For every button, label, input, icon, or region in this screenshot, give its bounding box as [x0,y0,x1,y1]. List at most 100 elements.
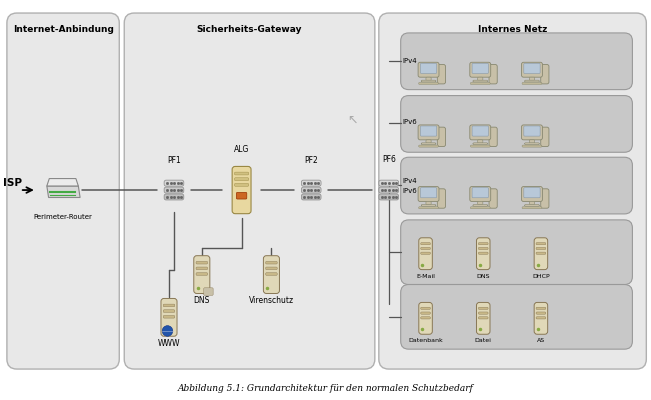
FancyBboxPatch shape [478,312,488,314]
FancyBboxPatch shape [421,143,436,145]
FancyBboxPatch shape [164,187,184,193]
FancyBboxPatch shape [470,186,491,202]
Text: IPv4: IPv4 [403,178,417,184]
FancyBboxPatch shape [473,143,488,145]
FancyBboxPatch shape [194,256,210,294]
FancyBboxPatch shape [473,80,488,82]
Text: PF2: PF2 [304,156,318,165]
Text: DHCP: DHCP [532,274,549,278]
Text: PF1: PF1 [167,156,181,165]
FancyBboxPatch shape [401,96,632,152]
FancyBboxPatch shape [301,194,321,200]
FancyBboxPatch shape [472,63,488,74]
FancyBboxPatch shape [419,207,439,209]
FancyBboxPatch shape [421,317,430,319]
Text: Datenbank: Datenbank [408,338,443,343]
Text: DNS: DNS [477,274,490,278]
FancyBboxPatch shape [164,194,184,200]
Text: Virenschutz: Virenschutz [249,296,294,306]
FancyBboxPatch shape [525,143,539,145]
FancyBboxPatch shape [421,63,437,74]
FancyBboxPatch shape [522,207,542,209]
FancyBboxPatch shape [124,13,375,369]
FancyBboxPatch shape [489,189,497,208]
FancyBboxPatch shape [541,127,549,146]
Text: DNS: DNS [193,296,210,306]
FancyBboxPatch shape [421,126,437,136]
FancyBboxPatch shape [478,252,488,254]
FancyBboxPatch shape [234,184,249,186]
FancyBboxPatch shape [470,207,490,209]
FancyBboxPatch shape [163,304,174,307]
Text: IPv4: IPv4 [403,58,417,64]
FancyBboxPatch shape [419,145,439,147]
FancyBboxPatch shape [421,204,436,206]
FancyBboxPatch shape [301,187,321,193]
FancyBboxPatch shape [524,63,540,74]
Text: Sicherheits-Gateway: Sicherheits-Gateway [197,25,302,34]
FancyBboxPatch shape [529,77,534,80]
FancyBboxPatch shape [522,82,542,84]
FancyBboxPatch shape [234,172,249,175]
FancyBboxPatch shape [525,80,539,82]
FancyBboxPatch shape [473,204,488,206]
FancyBboxPatch shape [478,247,488,250]
FancyBboxPatch shape [536,307,546,310]
Text: ALG: ALG [234,145,249,154]
Polygon shape [47,186,80,198]
FancyBboxPatch shape [196,273,208,275]
FancyBboxPatch shape [196,267,208,270]
FancyBboxPatch shape [421,242,430,245]
Text: IPv6: IPv6 [403,120,417,126]
FancyBboxPatch shape [437,64,445,84]
FancyBboxPatch shape [401,157,632,214]
FancyBboxPatch shape [264,256,279,294]
FancyBboxPatch shape [419,82,439,84]
FancyBboxPatch shape [478,140,483,143]
Text: ISP: ISP [3,178,22,188]
Text: Datei: Datei [475,338,492,343]
Text: Internes Netz: Internes Netz [478,25,547,34]
FancyBboxPatch shape [418,62,439,77]
FancyBboxPatch shape [161,298,177,336]
FancyBboxPatch shape [470,82,490,84]
FancyBboxPatch shape [419,238,432,270]
FancyBboxPatch shape [536,317,546,319]
FancyBboxPatch shape [536,247,546,250]
FancyBboxPatch shape [266,261,277,264]
FancyBboxPatch shape [163,310,174,312]
FancyBboxPatch shape [437,127,445,146]
FancyBboxPatch shape [525,204,539,206]
FancyBboxPatch shape [7,13,119,369]
FancyBboxPatch shape [470,62,491,77]
FancyBboxPatch shape [164,180,184,186]
Text: Internet-Anbindung: Internet-Anbindung [12,25,113,34]
FancyBboxPatch shape [421,252,430,254]
FancyBboxPatch shape [478,202,483,205]
FancyBboxPatch shape [541,189,549,208]
FancyBboxPatch shape [478,317,488,319]
FancyBboxPatch shape [477,302,490,334]
FancyBboxPatch shape [301,180,321,186]
FancyBboxPatch shape [470,125,491,140]
FancyBboxPatch shape [478,242,488,245]
FancyBboxPatch shape [236,192,247,199]
FancyBboxPatch shape [529,140,534,143]
FancyBboxPatch shape [379,180,398,186]
FancyBboxPatch shape [541,64,549,84]
Text: AS: AS [537,338,545,343]
FancyBboxPatch shape [478,307,488,310]
FancyBboxPatch shape [421,80,436,82]
Text: WWW: WWW [158,339,180,348]
FancyBboxPatch shape [470,145,490,147]
FancyBboxPatch shape [266,273,277,275]
FancyBboxPatch shape [379,194,398,200]
FancyBboxPatch shape [489,127,497,146]
FancyBboxPatch shape [421,247,430,250]
FancyBboxPatch shape [426,202,431,205]
Text: PF6: PF6 [382,155,396,164]
Text: Perimeter-Router: Perimeter-Router [33,214,92,220]
FancyBboxPatch shape [426,77,431,80]
FancyBboxPatch shape [478,77,483,80]
FancyBboxPatch shape [521,186,542,202]
